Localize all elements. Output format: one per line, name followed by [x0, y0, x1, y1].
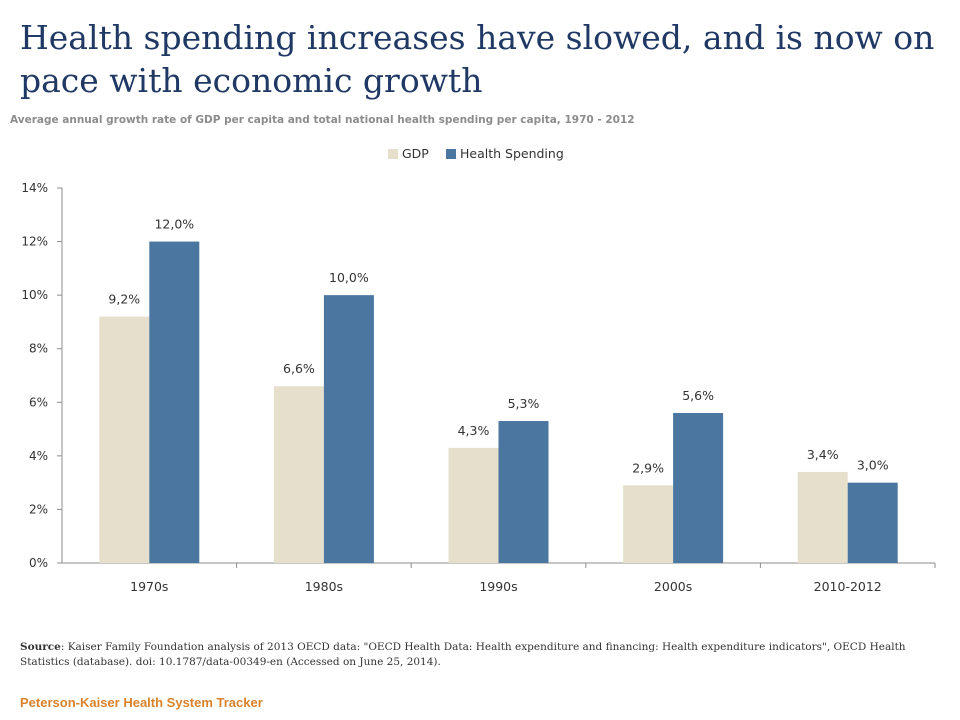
bar-health-spending — [323, 295, 374, 563]
source-label: Source — [20, 641, 61, 653]
source-text: : Kaiser Family Foundation analysis of 2… — [20, 641, 906, 668]
bar-health-spending — [498, 421, 549, 563]
chart-subtitle: Average annual growth rate of GDP per ca… — [10, 114, 635, 126]
data-label-gdp: 9,2% — [108, 292, 140, 307]
x-tick-label: 1980s — [305, 579, 343, 594]
legend-swatch-gdp — [388, 149, 398, 159]
data-label-health-spending: 10,0% — [329, 270, 369, 285]
y-tick-label: 0% — [29, 556, 48, 570]
y-tick-label: 8% — [29, 342, 48, 356]
data-label-gdp: 4,3% — [458, 423, 490, 438]
source-note: Source: Kaiser Family Foundation analysi… — [20, 640, 945, 670]
bar-gdp — [448, 447, 499, 563]
y-tick-label: 6% — [29, 395, 48, 409]
bar-health-spending — [149, 241, 200, 564]
data-label-health-spending: 3,0% — [857, 458, 889, 473]
legend-label-health-spending: Health Spending — [460, 146, 564, 161]
bar-chart: GDP Health Spending 0% 2% 4% 6% 8% 10% 12% 14% 197… — [21, 146, 936, 594]
data-label-health-spending: 12,0% — [154, 217, 194, 232]
bar-gdp — [797, 471, 848, 563]
data-label-health-spending: 5,6% — [682, 388, 714, 403]
bar-gdp — [99, 316, 150, 563]
y-tick-label: 10% — [21, 288, 48, 302]
legend-label-gdp: GDP — [402, 146, 429, 161]
y-tick-label: 12% — [21, 235, 48, 249]
chart-title: Health spending increases have slowed, a… — [20, 18, 935, 100]
y-tick-label: 14% — [21, 181, 48, 195]
data-label-health-spending: 5,3% — [508, 396, 540, 411]
data-label-gdp: 3,4% — [807, 447, 839, 462]
bar-health-spending — [847, 482, 898, 563]
bar-health-spending — [673, 413, 724, 563]
data-label-gdp: 2,9% — [632, 460, 664, 475]
bar-gdp — [623, 485, 674, 563]
y-tick-label: 4% — [29, 449, 48, 463]
x-tick-label: 2000s — [654, 579, 692, 594]
bar-gdp — [273, 386, 324, 563]
x-tick-label: 2010-2012 — [814, 579, 882, 594]
data-label-gdp: 6,6% — [283, 361, 315, 376]
x-tick-label: 1990s — [479, 579, 517, 594]
x-tick-label: 1970s — [130, 579, 168, 594]
y-tick-label: 2% — [29, 502, 48, 516]
legend-swatch-health-spending — [446, 149, 456, 159]
footer-brand: Peterson-Kaiser Health System Tracker — [20, 695, 263, 710]
